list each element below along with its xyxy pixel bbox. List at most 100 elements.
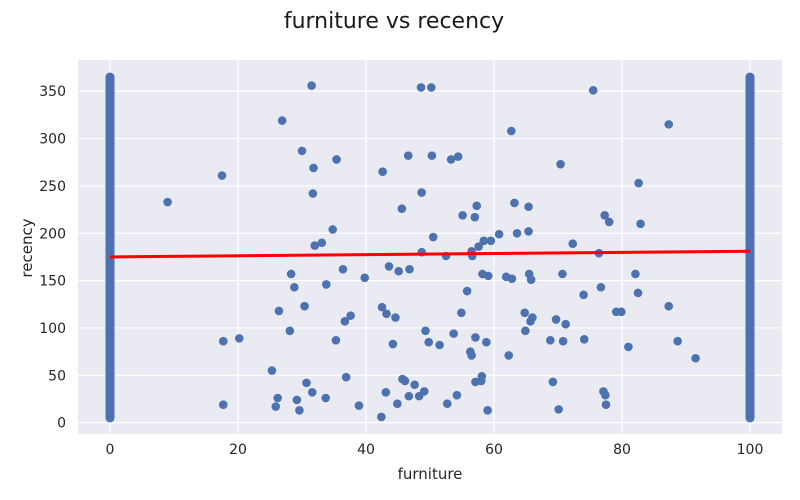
data-point [554, 405, 563, 414]
data-point [617, 307, 626, 317]
x-axis-label: furniture [398, 465, 463, 483]
data-point [664, 120, 674, 129]
x-tick-label: 60 [485, 442, 503, 458]
data-point [507, 274, 517, 284]
data-point [636, 219, 645, 229]
data-point [458, 210, 467, 220]
data-point [321, 393, 330, 403]
data-point [551, 315, 561, 324]
data-point [377, 302, 387, 312]
data-point [558, 336, 568, 346]
data-point [634, 178, 643, 188]
data-point [285, 326, 295, 336]
data-point [558, 269, 567, 279]
data-point [664, 301, 674, 311]
data-point [317, 238, 327, 248]
data-point [633, 288, 643, 298]
data-point [405, 264, 414, 274]
y-tick-label: 350 [39, 84, 66, 100]
data-point [400, 376, 410, 386]
y-axis-label: recency [18, 218, 36, 277]
y-tick-label: 100 [39, 321, 66, 337]
tick-labels: 0 20 40 60 80 100 0 50 100 150 200 250 300 350 [39, 84, 763, 458]
data-point [601, 390, 610, 400]
data-point [403, 151, 413, 160]
y-tick-label: 250 [39, 179, 66, 195]
data-point [442, 399, 452, 409]
data-point [494, 229, 504, 239]
data-point [421, 326, 430, 336]
data-point [404, 391, 414, 401]
data-point [427, 151, 437, 160]
data-point [521, 326, 530, 336]
data-point [384, 262, 394, 271]
data-point [286, 269, 296, 279]
data-point [512, 228, 522, 238]
data-point [308, 189, 318, 198]
data-point [309, 163, 318, 173]
data-point [419, 387, 429, 396]
data-point [302, 378, 311, 388]
data-point [452, 390, 462, 400]
data-point [504, 351, 514, 360]
data-point [310, 241, 320, 250]
plot-area [78, 60, 782, 434]
data-point [524, 202, 533, 212]
data-point [673, 336, 682, 346]
data-point [474, 242, 483, 251]
data-point [526, 275, 536, 284]
x-tick-label: 80 [613, 442, 631, 458]
data-point [218, 336, 228, 346]
data-point [338, 264, 348, 274]
data-point [483, 406, 492, 415]
data-point [292, 395, 302, 405]
data-point [631, 269, 640, 279]
data-point [446, 155, 456, 164]
data-point [472, 201, 482, 211]
y-tick-label: 300 [39, 132, 66, 148]
data-point [332, 155, 341, 164]
data-point [482, 337, 491, 347]
data-point [295, 406, 304, 415]
data-point [568, 239, 578, 248]
data-point [470, 212, 480, 222]
chart-title: furniture vs recency [284, 9, 504, 34]
x-tick-label: 0 [106, 442, 115, 458]
data-point [340, 317, 350, 326]
y-tick-label: 200 [39, 226, 66, 242]
data-point [528, 313, 537, 322]
data-point [483, 271, 493, 281]
data-point [596, 282, 606, 292]
data-point [163, 197, 172, 207]
x-tick-label: 20 [229, 442, 247, 458]
data-point [218, 400, 228, 409]
data-point [428, 232, 438, 242]
data-point [331, 335, 341, 345]
data-point [579, 335, 589, 344]
data-point [417, 188, 426, 197]
data-point [378, 167, 387, 177]
data-point [341, 372, 351, 382]
data-point [393, 399, 402, 409]
data-point [274, 306, 284, 316]
data-point [556, 159, 565, 169]
data-point [388, 339, 398, 349]
data-point [462, 286, 472, 296]
data-point [506, 126, 516, 136]
data-point [416, 83, 426, 92]
vertical-bands [105, 72, 755, 423]
data-point [290, 282, 299, 292]
regression-line-layer [109, 249, 751, 259]
data-point [546, 335, 555, 345]
data-point [524, 227, 533, 236]
data-point [624, 342, 633, 352]
data-point [391, 313, 400, 322]
data-point [435, 340, 444, 350]
data-point [604, 217, 614, 227]
data-point [394, 266, 403, 276]
data-points [163, 81, 700, 422]
data-point [520, 308, 530, 318]
y-tick-label: 0 [57, 416, 66, 432]
data-point [273, 393, 282, 403]
data-point [588, 85, 598, 95]
